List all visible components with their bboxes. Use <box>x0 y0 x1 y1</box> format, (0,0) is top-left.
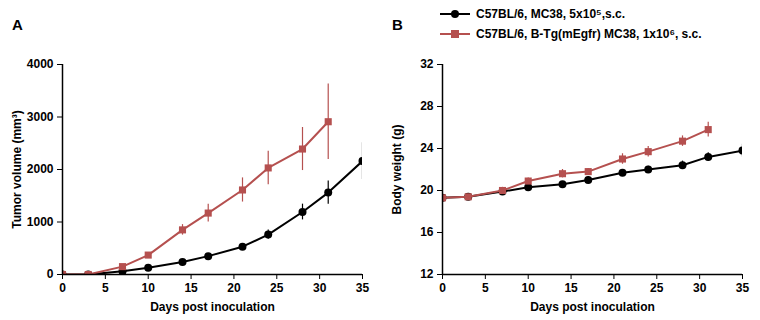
html-text:A: A <box>12 16 23 33</box>
svg-text:Body weight (g): Body weight (g) <box>390 125 404 215</box>
svg-text:0: 0 <box>59 281 66 295</box>
svg-text:25: 25 <box>270 281 284 295</box>
svg-text:16: 16 <box>420 225 434 239</box>
svg-text:30: 30 <box>693 281 707 295</box>
svg-text:20: 20 <box>607 281 621 295</box>
svg-text:Days post inoculation: Days post inoculation <box>150 300 275 314</box>
html-text:C57BL/6, B-Tg(mEgfr) MC38, 1x1: C57BL/6, B-Tg(mEgfr) MC38, 1x10⁶, s.c. <box>476 27 702 41</box>
svg-text:35: 35 <box>356 281 370 295</box>
svg-text:Days post inoculation: Days post inoculation <box>530 300 655 314</box>
svg-text:1000: 1000 <box>27 215 54 229</box>
svg-text:20: 20 <box>420 183 434 197</box>
html-text:C57BL/6, MC38, 5x10⁵,s.c.: C57BL/6, MC38, 5x10⁵,s.c. <box>476 7 625 21</box>
svg-text:0: 0 <box>439 281 446 295</box>
svg-text:5: 5 <box>102 281 109 295</box>
svg-text:10: 10 <box>142 281 156 295</box>
svg-text:24: 24 <box>420 141 434 155</box>
svg-text:3000: 3000 <box>27 110 54 124</box>
svg-text:28: 28 <box>420 99 434 113</box>
svg-text:32: 32 <box>420 57 434 71</box>
html-text:B: B <box>392 16 403 33</box>
svg-text:Tumor volume (mm³): Tumor volume (mm³) <box>10 110 24 228</box>
svg-text:0: 0 <box>47 267 54 281</box>
svg-text:2000: 2000 <box>27 162 54 176</box>
svg-text:30: 30 <box>313 281 327 295</box>
svg-text:25: 25 <box>650 281 664 295</box>
svg-text:20: 20 <box>227 281 241 295</box>
svg-text:15: 15 <box>564 281 578 295</box>
svg-text:4000: 4000 <box>27 57 54 71</box>
svg-text:5: 5 <box>482 281 489 295</box>
svg-text:15: 15 <box>184 281 198 295</box>
svg-text:12: 12 <box>420 267 434 281</box>
svg-text:35: 35 <box>736 281 750 295</box>
svg-text:10: 10 <box>522 281 536 295</box>
